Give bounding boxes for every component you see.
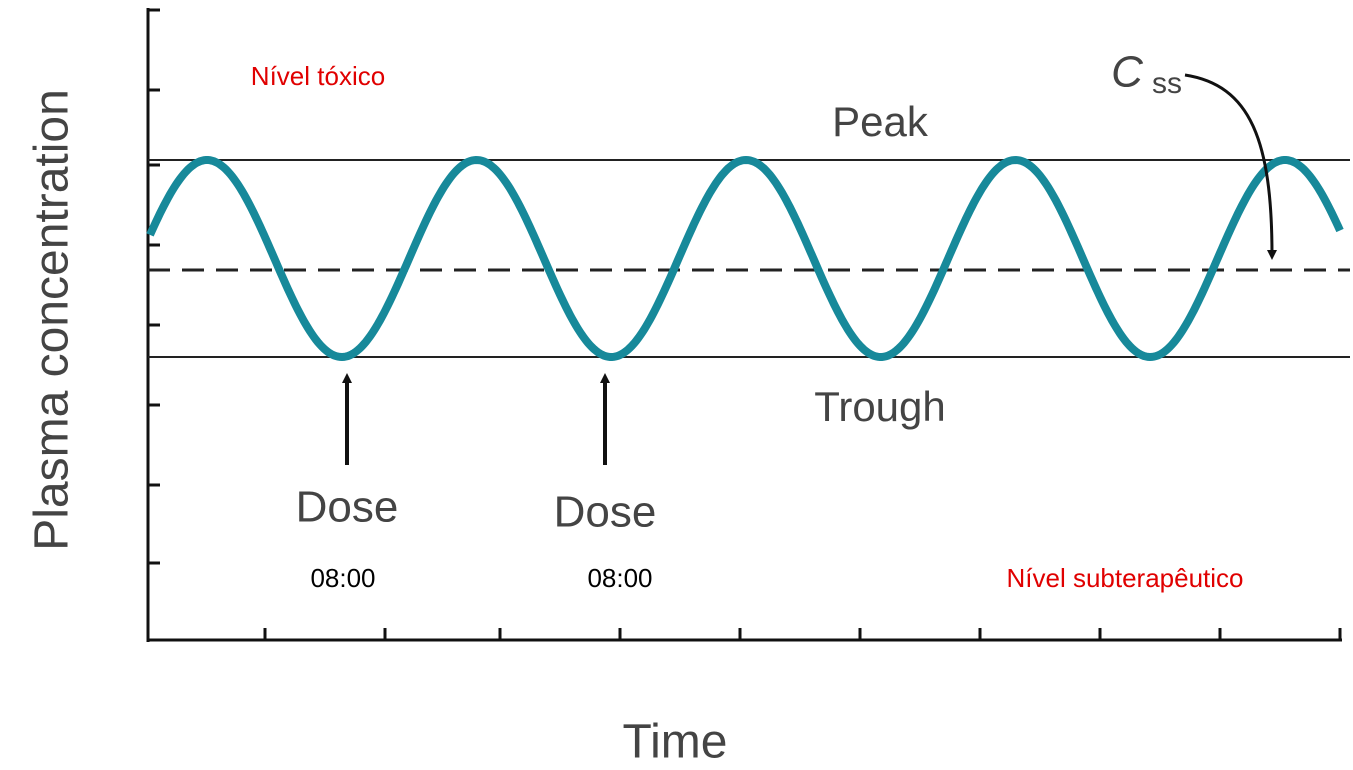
subtherapeutic-level: Nível subterapêutico [1006,563,1243,593]
peak-label: Peak [832,98,929,145]
axes [146,8,1342,642]
y-axis-label: Plasma concentration [26,89,79,551]
dose-label: Dose [554,488,657,537]
dose-label: Dose [296,483,399,532]
dose-time: 08:00 [310,563,375,593]
concentration-curve [146,155,1344,362]
x-axis-label: Time [623,716,728,769]
x-ticks [263,628,1342,640]
css-arrow [1184,73,1277,260]
css-subscript: ss [1152,67,1182,100]
dose-time: 08:00 [587,563,652,593]
toxic-level: Nível tóxico [251,61,385,91]
y-ticks [148,8,160,565]
css-symbol: C [1111,48,1144,97]
trough-label: Trough [814,383,946,430]
